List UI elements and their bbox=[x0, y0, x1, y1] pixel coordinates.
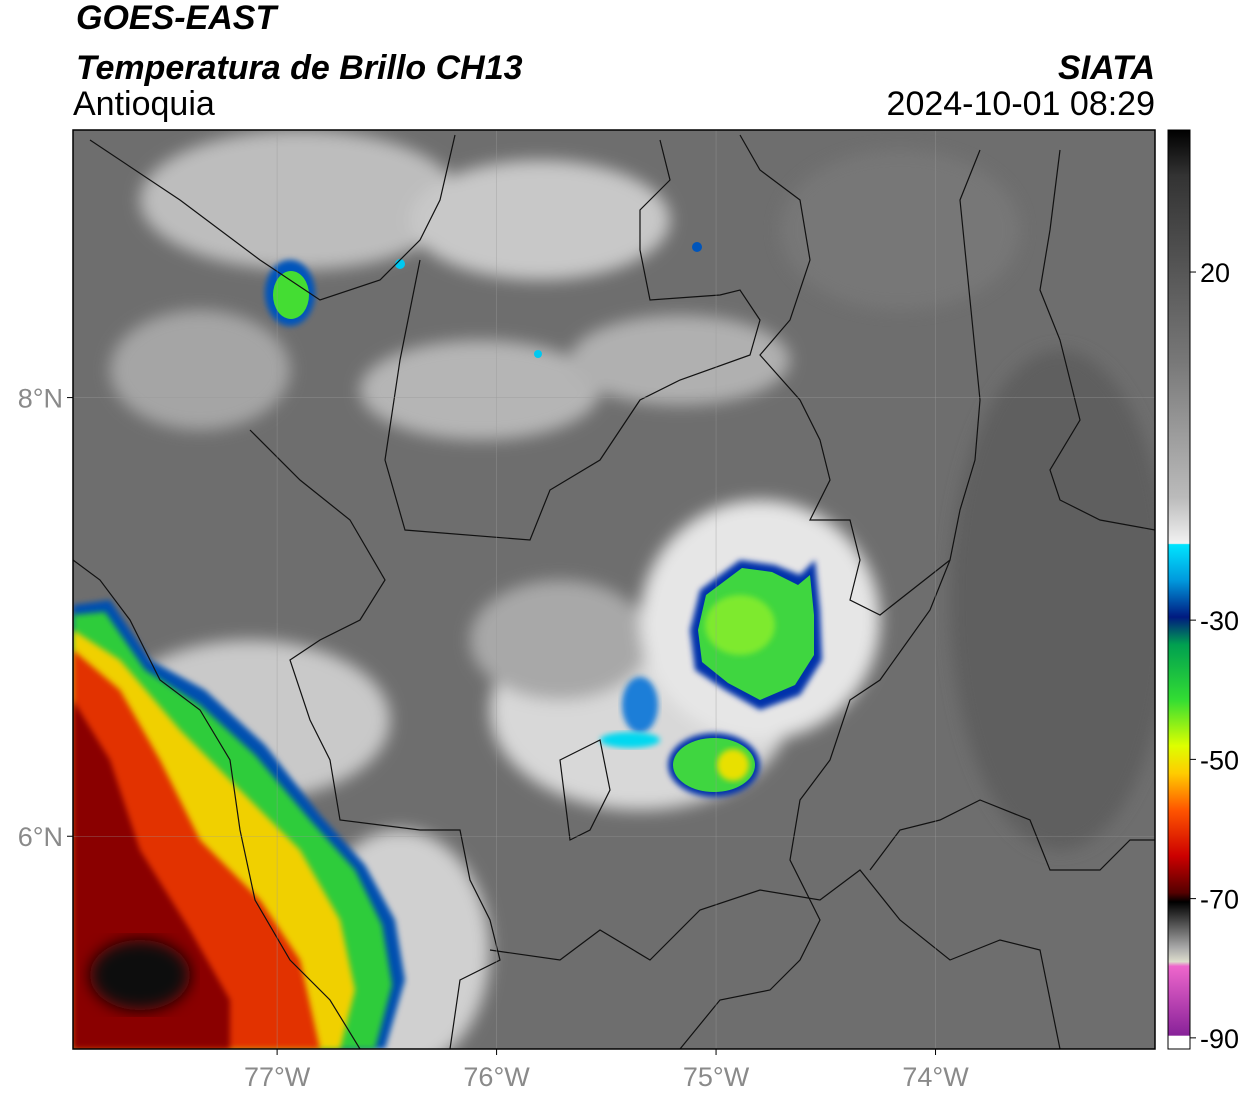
colorbar-tick-label: -70 bbox=[1200, 885, 1239, 915]
region: Antioquia bbox=[73, 85, 215, 123]
colorbar-tick-label: 20 bbox=[1200, 258, 1230, 288]
x-tick-label: 75°W bbox=[683, 1062, 750, 1092]
y-tick-label: 8°N bbox=[18, 384, 63, 414]
map-frame bbox=[72, 129, 1156, 1050]
datetime: 2024-10-01 08:29 bbox=[887, 85, 1155, 123]
source: SIATA bbox=[1058, 49, 1155, 87]
graticule bbox=[67, 130, 1155, 1055]
colorbar-tick-label: -30 bbox=[1200, 606, 1239, 636]
colorbar-tick-label: -50 bbox=[1200, 745, 1239, 775]
colorbar-tick-label: -90 bbox=[1200, 1024, 1239, 1054]
subtitle: Temperatura de Brillo CH13 bbox=[76, 49, 523, 87]
borders bbox=[73, 134, 1155, 1049]
y-tick-label: 6°N bbox=[18, 822, 63, 852]
x-tick-label: 77°W bbox=[244, 1062, 311, 1092]
satellite-image bbox=[73, 130, 1155, 1049]
convective-cells bbox=[265, 242, 822, 797]
x-tick-label: 74°W bbox=[902, 1062, 969, 1092]
title: GOES-EAST bbox=[76, 0, 279, 37]
x-tick-label: 76°W bbox=[463, 1062, 530, 1092]
colorbar bbox=[1167, 129, 1191, 1050]
